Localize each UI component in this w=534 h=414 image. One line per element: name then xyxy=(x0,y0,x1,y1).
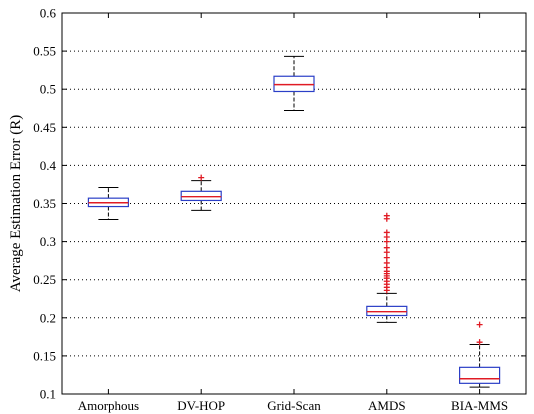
y-tick-label: 0.45 xyxy=(33,120,56,135)
y-tick-label: 0.6 xyxy=(40,6,57,21)
y-axis-title: Average Estimation Error (R) xyxy=(8,115,24,293)
outlier-marker xyxy=(383,259,390,266)
box-dv-hop xyxy=(180,174,222,211)
y-tick-label: 0.3 xyxy=(40,234,56,249)
y-tick-label: 0.25 xyxy=(33,272,56,287)
x-axis-ticks: Amorphous DV-HOP Grid-Scan AMDS BIA-MMS xyxy=(78,13,508,413)
box-series xyxy=(87,55,501,388)
y-tick-label: 0.55 xyxy=(33,44,56,59)
y-axis-ticks: 0.1 0.15 0.2 0.25 0.3 0.35 0.4 0.45 0.5 0.55 0.6 xyxy=(33,6,526,402)
outlier-marker xyxy=(198,174,205,181)
x-tick-label: BIA-MMS xyxy=(451,398,508,413)
grid-lines xyxy=(62,50,526,357)
box-amds xyxy=(366,212,408,323)
outlier-marker xyxy=(383,229,390,236)
y-tick-label: 0.4 xyxy=(40,158,57,173)
box-amorphous xyxy=(87,186,130,221)
outlier-marker xyxy=(383,212,390,219)
x-tick-label: AMDS xyxy=(368,398,406,413)
box-grid-scan xyxy=(273,55,315,112)
outlier-marker xyxy=(383,244,390,251)
x-tick-label: Grid-Scan xyxy=(267,398,321,413)
y-tick-label: 0.5 xyxy=(40,82,56,97)
iqr-box xyxy=(459,366,501,384)
iqr-box xyxy=(180,190,222,202)
outlier-marker xyxy=(476,321,483,328)
outlier-marker xyxy=(383,254,390,261)
x-tick-label: DV-HOP xyxy=(177,398,225,413)
y-tick-label: 0.35 xyxy=(33,196,56,211)
y-tick-label: 0.2 xyxy=(40,310,56,325)
box-bia-mms xyxy=(459,321,501,388)
iqr-box xyxy=(366,305,408,317)
iqr-box xyxy=(273,75,315,93)
outlier-marker xyxy=(476,339,483,346)
y-tick-label: 0.15 xyxy=(33,348,56,363)
x-tick-label: Amorphous xyxy=(78,398,139,413)
y-tick-label: 0.1 xyxy=(40,387,56,402)
